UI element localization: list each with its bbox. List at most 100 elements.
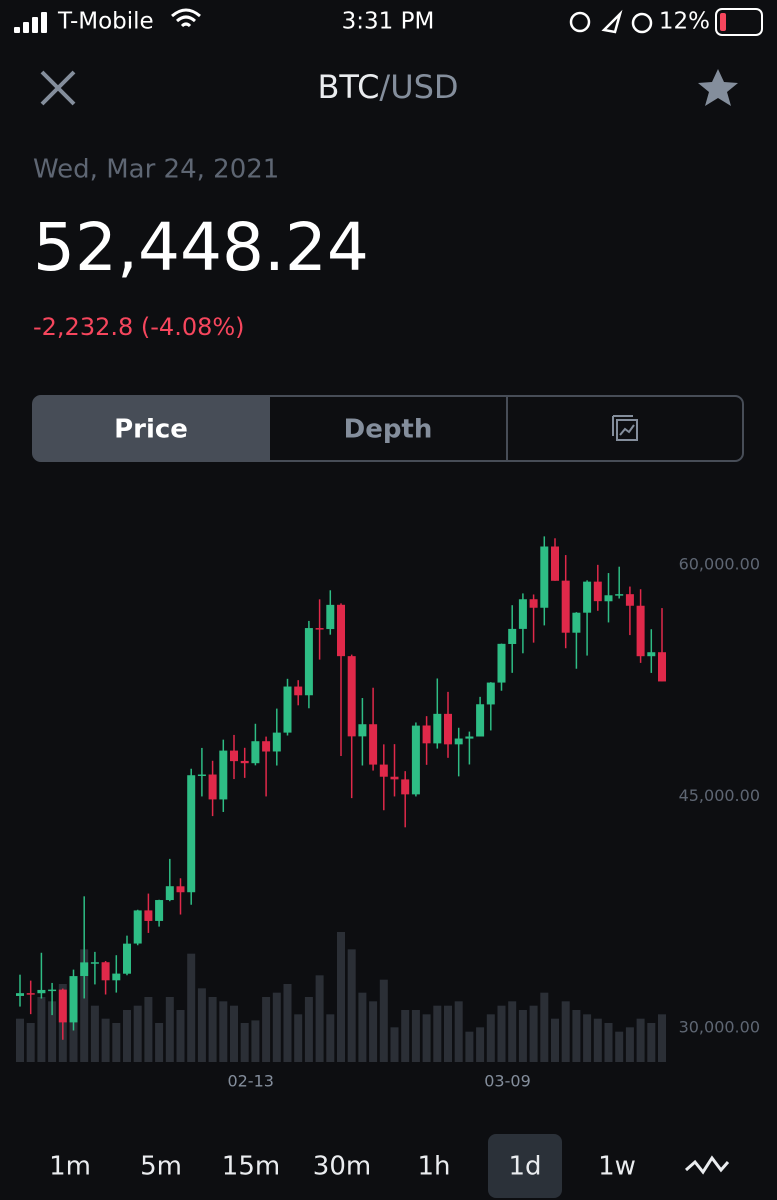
tab-active-bg	[33, 396, 270, 461]
volume-bar	[561, 1001, 570, 1062]
candle-body	[379, 764, 388, 777]
interval-button[interactable]: 30m	[313, 1152, 371, 1182]
interval-button[interactable]: 15m	[222, 1152, 280, 1182]
volume-bar	[48, 1001, 57, 1062]
volume-bar	[658, 1014, 666, 1062]
candle-body	[572, 612, 581, 633]
candle-body	[583, 581, 592, 613]
battery-icon	[715, 8, 763, 36]
volume-bar	[529, 1005, 538, 1062]
y-tick-label: 45,000.00	[679, 786, 760, 805]
interval-bar: 1m 5m 15m 30m 1h 1d 1w	[49, 1152, 636, 1182]
candle-body	[112, 973, 121, 981]
volume-bar	[155, 1023, 164, 1062]
volume-bar	[101, 1018, 110, 1062]
volume-bar	[272, 992, 281, 1062]
indicator-button[interactable]	[685, 1155, 730, 1175]
candle-body	[155, 900, 164, 921]
volume-bar	[251, 1020, 260, 1062]
volume-bar	[583, 1014, 592, 1062]
clock: 3:31 PM	[342, 9, 435, 35]
volume-bar	[444, 1005, 452, 1062]
volume-bar	[26, 1023, 35, 1062]
candle-body	[508, 628, 517, 644]
interval-active-bg	[488, 1134, 562, 1198]
candle-body	[401, 779, 410, 795]
volume-bar	[411, 1010, 420, 1062]
candle-body	[465, 736, 474, 739]
interval-button[interactable]: 5m	[140, 1152, 182, 1182]
volume-bar	[390, 1027, 399, 1062]
volume-bar	[486, 1014, 495, 1062]
status-icons	[569, 9, 653, 34]
volume-bar	[508, 1001, 517, 1062]
candle-body	[454, 738, 463, 745]
volume-bar	[326, 1014, 335, 1062]
candle-body	[486, 682, 495, 705]
x-tick-label: 02-13	[227, 1072, 274, 1091]
candle-body	[187, 775, 196, 893]
quote-symbol: /USD	[379, 68, 458, 106]
interval-button[interactable]: 1m	[49, 1152, 91, 1182]
candle-body	[294, 686, 303, 696]
volume-bar	[230, 1005, 238, 1062]
candle-body	[58, 989, 67, 1023]
candle-body	[123, 943, 131, 974]
candle-body	[636, 605, 645, 657]
volume-bar	[144, 997, 153, 1062]
candle-body	[197, 774, 206, 777]
volume-bar	[347, 949, 356, 1062]
candle-body	[347, 656, 356, 737]
volume-bar	[615, 1031, 624, 1062]
volume-bar	[304, 997, 313, 1062]
candle-body	[230, 750, 238, 762]
volume-bar	[176, 1010, 185, 1062]
interval-button[interactable]: 1d	[508, 1152, 541, 1182]
volume-bar	[625, 1027, 634, 1062]
tab-depth[interactable]: Depth	[344, 415, 433, 445]
candle-body	[326, 604, 335, 630]
volume-bar	[604, 1023, 613, 1062]
volume-bar	[165, 997, 174, 1062]
close-button[interactable]	[40, 70, 76, 106]
volume-bar	[647, 1023, 656, 1062]
candle-body	[444, 713, 452, 745]
price-change: -2,232.8 (-4.08%)	[33, 313, 245, 341]
candle-body	[551, 546, 559, 581]
tab-indicator-icon[interactable]	[612, 415, 638, 441]
candle-body	[337, 604, 345, 657]
candle-body	[272, 732, 281, 752]
interval-button[interactable]: 1w	[598, 1152, 636, 1182]
volume-bar	[358, 992, 367, 1062]
candle-body	[529, 599, 538, 608]
candle-body	[262, 741, 271, 752]
candle-body	[422, 725, 431, 744]
volume-bar	[337, 932, 345, 1062]
last-price: 52,448.24	[33, 209, 369, 286]
interval-button[interactable]: 1h	[417, 1152, 450, 1182]
volume-bar	[540, 992, 549, 1062]
candle-body	[90, 962, 99, 964]
tab-price[interactable]: Price	[114, 415, 188, 445]
volume-bar	[283, 984, 292, 1062]
volume-bar	[37, 997, 46, 1062]
volume-bar	[572, 1010, 581, 1062]
pair-title: BTC/USD	[317, 68, 458, 106]
volume-bar	[80, 949, 89, 1062]
candle-body	[176, 886, 185, 893]
candle-body	[518, 599, 527, 629]
volume-bar	[294, 1014, 303, 1062]
volume-bar	[551, 1018, 559, 1062]
candle-body	[16, 993, 24, 996]
favorite-star[interactable]	[698, 69, 738, 106]
candle-body	[433, 713, 442, 744]
candle-body	[48, 989, 57, 992]
volume-bar	[16, 1018, 24, 1062]
volume-bar	[379, 979, 388, 1062]
y-tick-label: 60,000.00	[679, 554, 760, 573]
candle-body	[80, 962, 89, 977]
volume-bar	[593, 1018, 602, 1062]
